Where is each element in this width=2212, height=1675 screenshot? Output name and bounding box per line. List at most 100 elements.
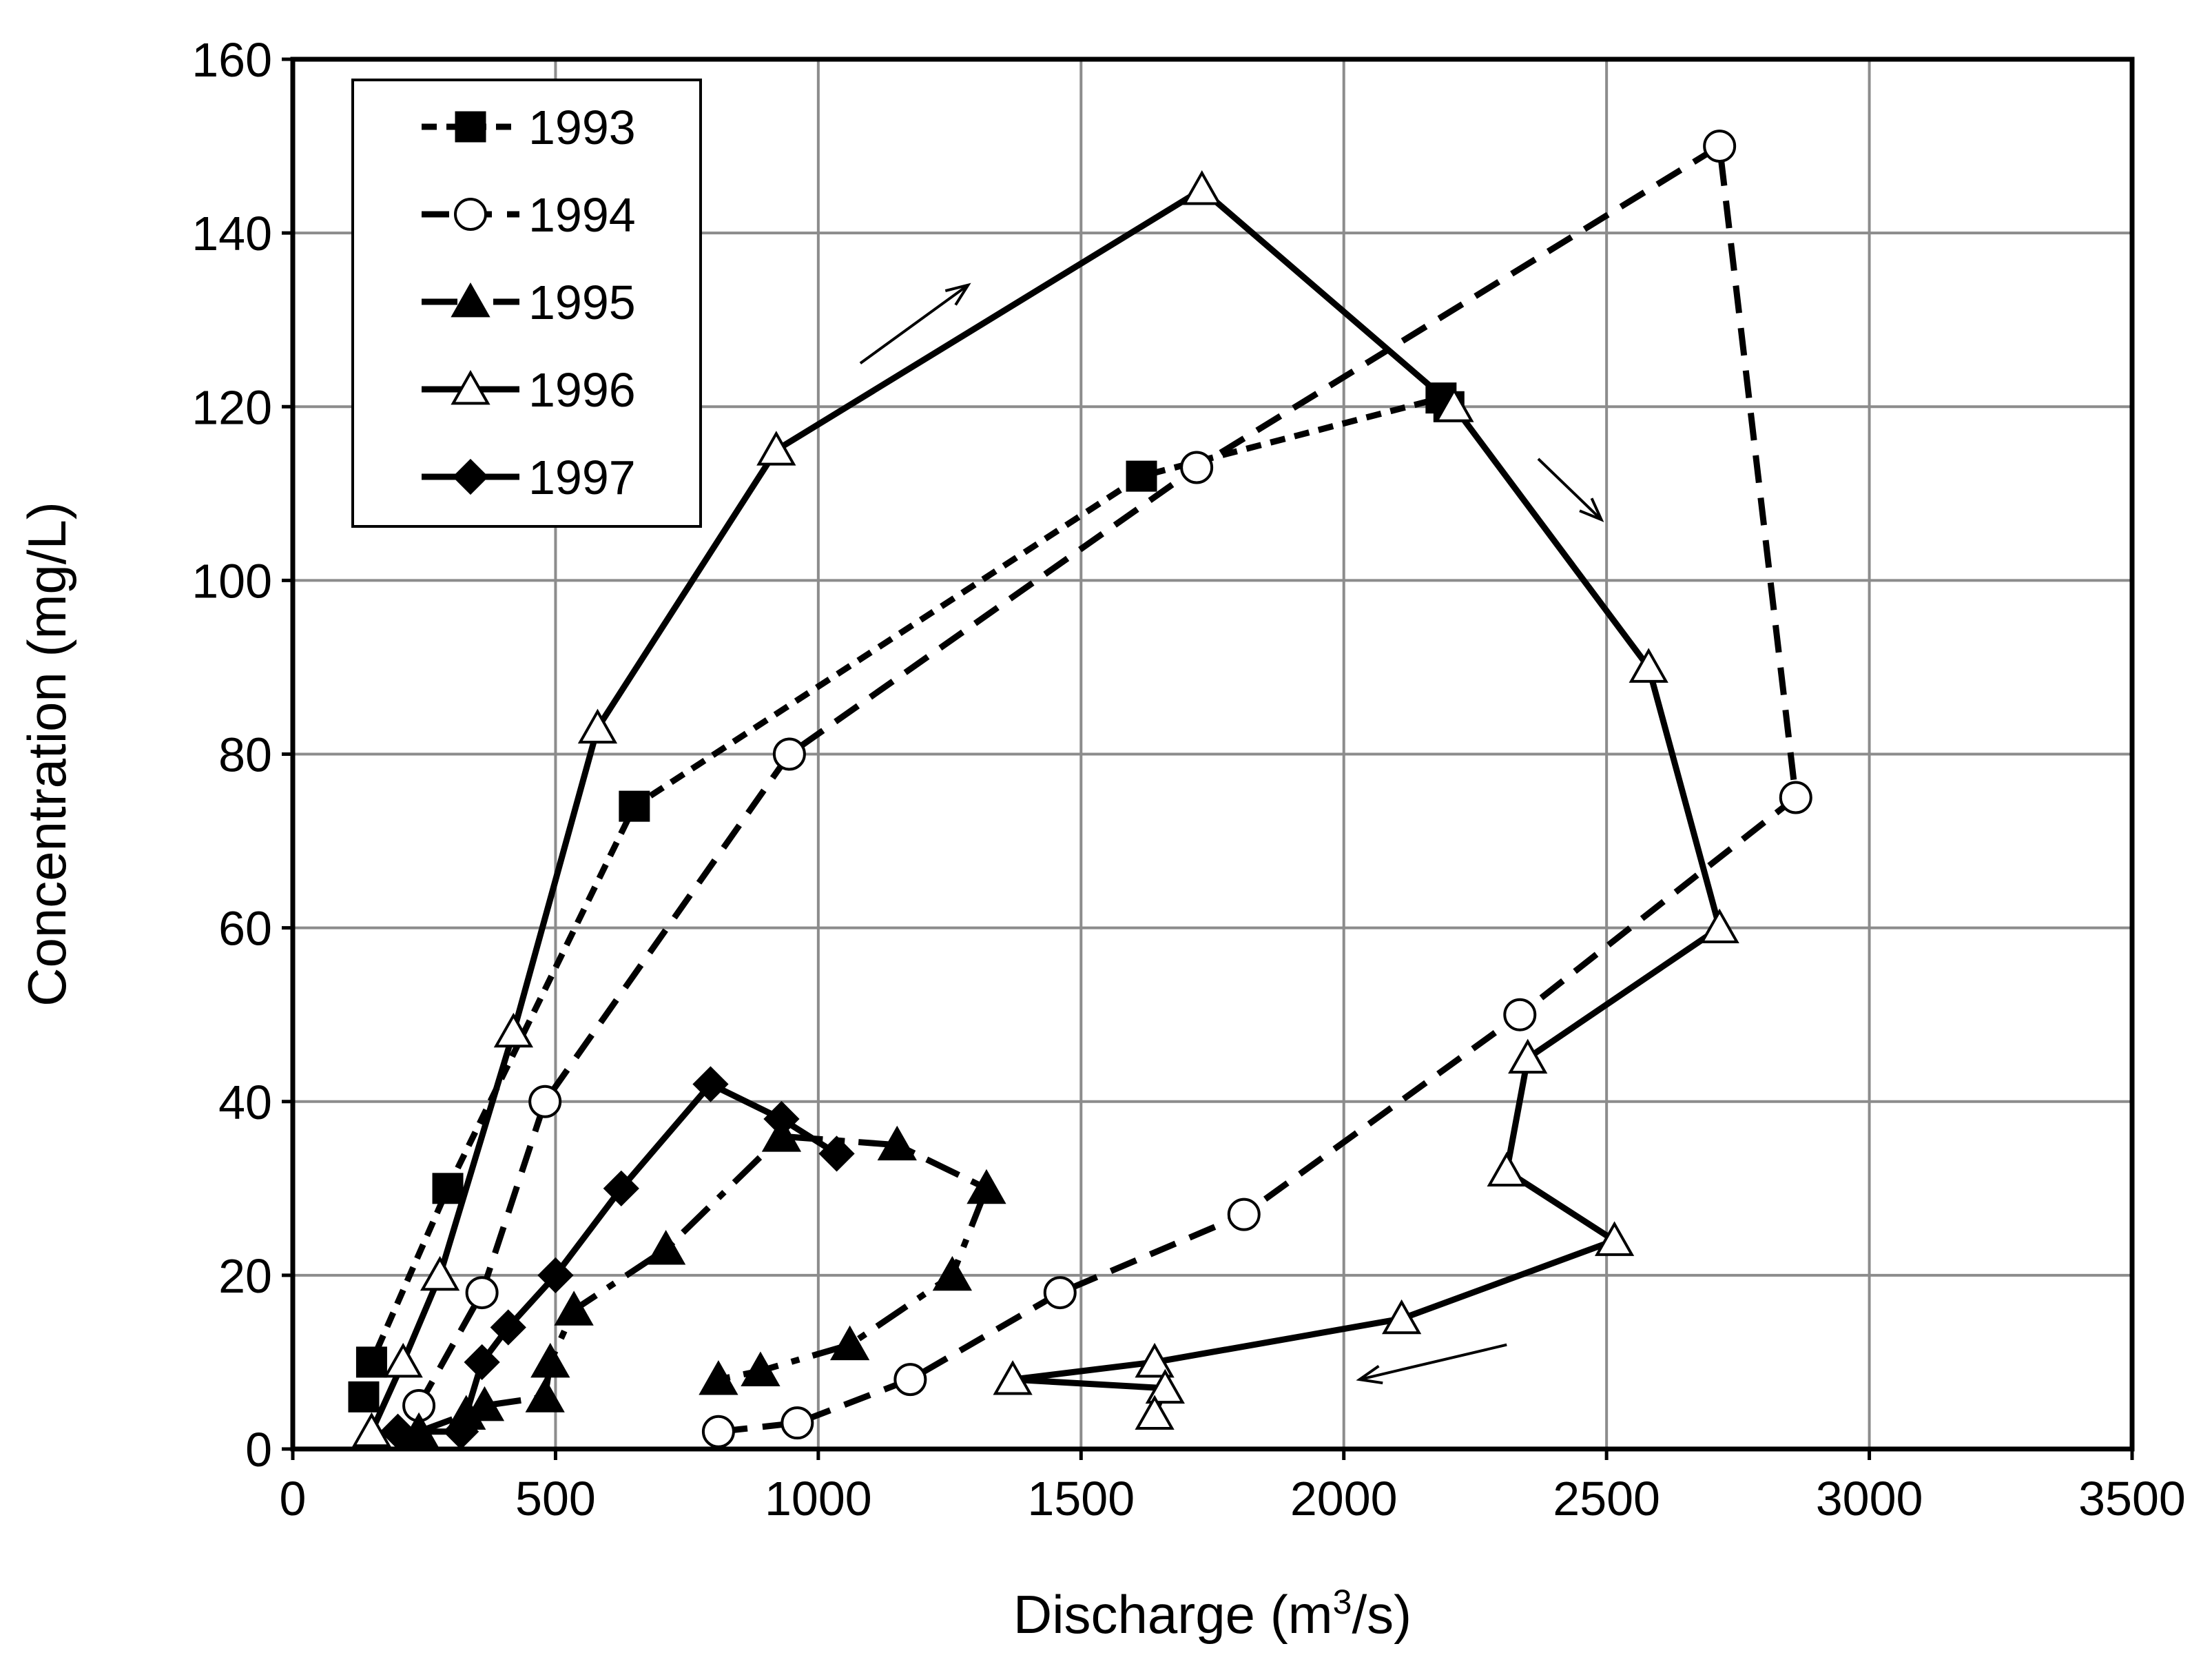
y-tick-label: 140 xyxy=(192,207,272,260)
x-tick-label: 0 xyxy=(280,1472,307,1525)
data-point-1994 xyxy=(772,737,806,771)
legend: 1993 1994 1995 1996 1997 xyxy=(351,79,702,528)
x-tick-label: 1500 xyxy=(1027,1472,1135,1525)
legend-label: 1996 xyxy=(528,363,636,417)
data-point-1997 xyxy=(490,1309,526,1346)
data-point-1994 xyxy=(1180,451,1214,484)
y-axis-title: Concentration (mg/L) xyxy=(17,502,77,1007)
data-point-1995 xyxy=(967,1169,1006,1204)
y-tick-label: 40 xyxy=(218,1076,272,1129)
y-tick-label: 20 xyxy=(218,1249,272,1303)
data-point-1995 xyxy=(699,1360,738,1395)
y-tick-label: 80 xyxy=(218,728,272,782)
data-point-1993 xyxy=(348,1381,380,1412)
data-point-1996 xyxy=(1135,1395,1175,1430)
data-point-1997 xyxy=(692,1066,729,1102)
legend-label: 1997 xyxy=(528,451,636,504)
arrow-head xyxy=(944,282,971,306)
data-point-1996 xyxy=(1487,1151,1527,1186)
data-point-1996 xyxy=(993,1360,1033,1395)
data-point-1996 xyxy=(756,431,796,466)
series-1996 xyxy=(351,170,1739,1448)
data-point-1994 xyxy=(1043,1276,1077,1310)
series-1994 xyxy=(402,130,1812,1448)
data-point-1997 xyxy=(603,1170,639,1206)
x-tick-label: 2000 xyxy=(1290,1472,1398,1525)
y-tick-label: 0 xyxy=(245,1423,272,1477)
data-point-1995 xyxy=(829,1325,870,1361)
y-tick-label: 120 xyxy=(192,380,272,434)
data-point-1995 xyxy=(554,1291,594,1326)
arrow-head xyxy=(1579,497,1604,522)
x-tick-label: 3500 xyxy=(2078,1472,2186,1525)
data-point-1994 xyxy=(781,1406,814,1440)
data-point-1996 xyxy=(1135,1342,1175,1378)
data-point-1996 xyxy=(1699,908,1739,944)
data-point-1996 xyxy=(1434,387,1474,422)
legend-label: 1994 xyxy=(528,188,636,242)
data-point-1995 xyxy=(645,1230,686,1265)
data-point-1994 xyxy=(1779,781,1812,814)
legend-label: 1993 xyxy=(528,101,636,154)
direction-arrows xyxy=(859,282,1604,1385)
data-point-1994 xyxy=(1703,130,1737,163)
data-point-1996 xyxy=(493,1012,534,1048)
data-point-1996 xyxy=(420,1255,460,1291)
arrow-shaft xyxy=(859,284,969,364)
legend-item-1995: 1995 xyxy=(422,276,636,329)
legend-box xyxy=(351,79,702,528)
x-axis-title-main: Discharge (m xyxy=(1013,1584,1333,1645)
x-axis-title: Discharge (m3/s) xyxy=(1013,1583,1412,1645)
y-tick-label: 60 xyxy=(218,902,272,956)
data-point-1995 xyxy=(464,1386,505,1421)
data-point-1997 xyxy=(537,1257,574,1293)
y-tick-label: 100 xyxy=(192,554,272,608)
legend-marker xyxy=(454,198,487,231)
legend-marker xyxy=(451,282,490,318)
legend-marker xyxy=(452,458,489,495)
data-point-1995 xyxy=(741,1351,781,1386)
data-point-1995 xyxy=(932,1255,973,1291)
arrow-head xyxy=(1356,1364,1383,1385)
data-point-1995 xyxy=(877,1125,917,1161)
legend-item-1993: 1993 xyxy=(422,101,636,154)
data-point-1996 xyxy=(1145,1368,1185,1404)
data-point-1996 xyxy=(1508,1038,1548,1074)
x-tick-label: 1000 xyxy=(765,1472,872,1525)
legend-item-1997: 1997 xyxy=(422,451,636,504)
data-point-1996 xyxy=(351,1412,392,1448)
data-point-1996 xyxy=(1594,1221,1635,1256)
data-point-1994 xyxy=(528,1085,562,1118)
data-point-1996 xyxy=(1381,1299,1422,1335)
data-point-1996 xyxy=(1629,648,1668,683)
x-axis-title-tail: /s) xyxy=(1352,1584,1412,1645)
data-point-1997 xyxy=(763,1100,800,1138)
series-1997 xyxy=(380,1066,855,1450)
data-point-1993 xyxy=(355,1346,387,1378)
data-point-1994 xyxy=(1503,998,1537,1031)
data-point-1996 xyxy=(577,708,618,744)
data-point-1994 xyxy=(1227,1198,1261,1231)
x-axis-title-sup: 3 xyxy=(1333,1583,1352,1621)
data-point-1996 xyxy=(1182,170,1222,205)
x-tick-label: 3000 xyxy=(1816,1472,1923,1525)
data-point-1994 xyxy=(893,1363,927,1397)
tick-labels: 0 500 1000 1500 2000 2500 3000 3500 0 20 40 60 80 100… xyxy=(192,33,2186,1525)
x-tick-label: 500 xyxy=(515,1472,596,1525)
data-point-1993 xyxy=(1126,460,1157,492)
series-1995 xyxy=(399,1117,1006,1448)
data-point-1995 xyxy=(530,1342,570,1378)
arrow-shaft xyxy=(1537,458,1602,521)
legend-item-1996: 1996 xyxy=(422,363,636,417)
data-point-1994 xyxy=(701,1415,735,1448)
legend-label: 1995 xyxy=(528,276,636,329)
series-line-1996 xyxy=(369,186,1723,1433)
data-point-1993 xyxy=(432,1173,464,1204)
legend-marker xyxy=(451,369,490,405)
legend-item-1994: 1994 xyxy=(422,188,636,242)
y-tick-label: 160 xyxy=(192,33,272,87)
data-point-1996 xyxy=(383,1342,423,1378)
x-tick-label: 2500 xyxy=(1553,1472,1660,1525)
